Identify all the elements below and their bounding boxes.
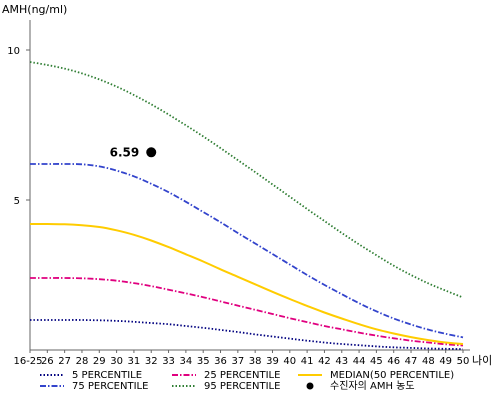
series-line-25-percentile <box>30 277 464 347</box>
x-tick-label: 35 <box>197 356 210 367</box>
x-tick-label: 39 <box>266 356 279 367</box>
series-line-95-percentile <box>29 61 464 299</box>
legend-label: MEDIAN(50 PERCENTILE) <box>330 370 454 381</box>
x-tick-label: 48 <box>422 356 435 367</box>
patient-amh-point <box>146 147 157 158</box>
x-tick-label: 37 <box>231 356 244 367</box>
x-tick-label: 43 <box>335 356 348 367</box>
series-line-5-percentile <box>29 319 464 350</box>
x-tick-label: 28 <box>76 356 89 367</box>
x-tick-label: 29 <box>93 356 106 367</box>
x-tick-label: 44 <box>353 356 366 367</box>
x-tick-label: 47 <box>405 356 418 367</box>
x-tick-label: 30 <box>110 356 123 367</box>
y-ticks: 5 10 <box>7 46 30 207</box>
x-tick-label: 49 <box>439 356 452 367</box>
legend: 5 PERCENTILE 25 PERCENTILE MEDIAN(50 PERCE… <box>40 370 454 392</box>
patient-amh-value-label: 6.59 <box>110 145 140 159</box>
x-tick-label: 41 <box>301 356 314 367</box>
x-tick-label: 36 <box>214 356 227 367</box>
legend-label: 75 PERCENTILE <box>72 381 148 392</box>
y-axis-title: AMH(ng/ml) <box>2 3 67 16</box>
x-axis-title: 나이 <box>472 354 492 367</box>
legend-label: 25 PERCENTILE <box>204 370 280 381</box>
legend-label: 5 PERCENTILE <box>72 370 142 381</box>
series-line-median-50-percentile <box>29 222 464 345</box>
x-tick-label: 26 <box>41 356 54 367</box>
x-tick-label: 38 <box>249 356 262 367</box>
x-tick-label: 42 <box>318 356 331 367</box>
x-tick-label: 40 <box>283 356 296 367</box>
x-tick-label: 16-25 <box>13 356 42 367</box>
x-tick-label: 31 <box>128 356 141 367</box>
legend-label: 수진자의 AMH 농도 <box>330 380 415 392</box>
legend-label: 95 PERCENTILE <box>204 381 280 392</box>
x-tick-label: 34 <box>180 356 193 367</box>
x-tick-label: 45 <box>370 356 383 367</box>
x-tick-label: 32 <box>145 356 158 367</box>
x-tick-label: 33 <box>162 356 175 367</box>
patient-point-layer: 6.59 <box>110 145 157 159</box>
y-tick-label: 5 <box>14 196 20 207</box>
series-line-75-percentile <box>30 163 464 339</box>
series-layer <box>29 61 464 350</box>
x-tick-label: 46 <box>387 356 400 367</box>
x-tick-label: 50 <box>457 356 470 367</box>
legend-point-marker <box>306 382 314 390</box>
y-tick-label: 10 <box>7 46 20 57</box>
x-tick-label: 27 <box>58 356 71 367</box>
